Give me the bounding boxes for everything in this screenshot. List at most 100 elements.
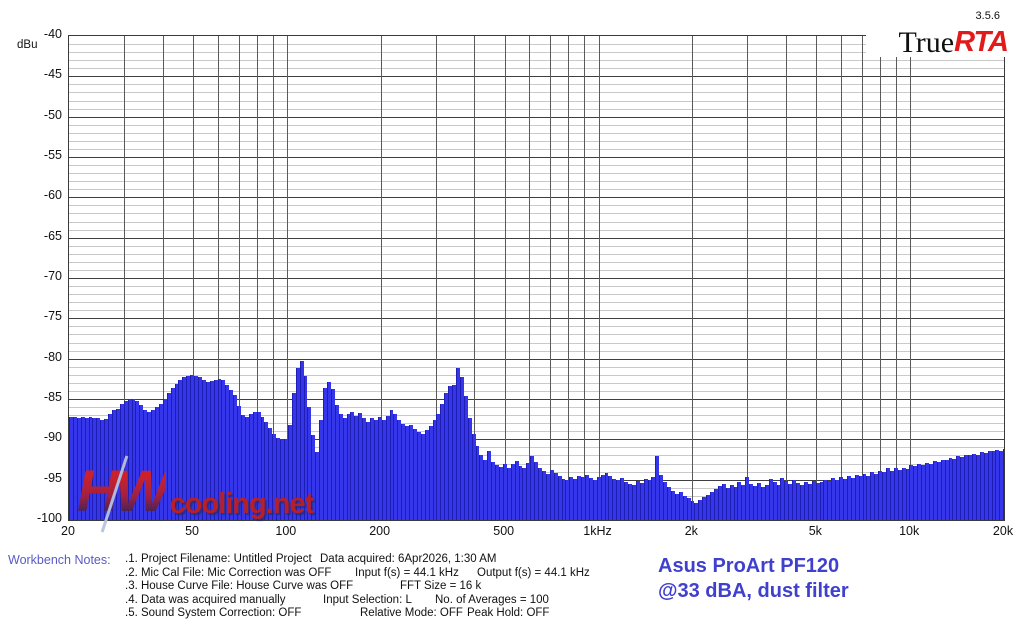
spectrum-bar <box>776 484 781 520</box>
spectrum-bar <box>502 464 507 520</box>
spectrum-bar <box>702 497 707 520</box>
spectrum-bar <box>373 419 378 520</box>
gridline-horizontal <box>69 132 1004 134</box>
spectrum-bar <box>252 411 257 520</box>
spectrum-bar <box>530 456 535 520</box>
spectrum-bar <box>983 453 988 520</box>
spectrum-bar <box>948 457 953 520</box>
y-tick-label: -75 <box>43 309 62 324</box>
spectrum-bar <box>225 385 230 520</box>
spectrum-bar <box>936 461 941 520</box>
workbench-notes-heading: Workbench Notes: <box>8 553 111 567</box>
spectrum-bar <box>561 478 566 520</box>
spectrum-bar <box>827 481 832 520</box>
spectrum-bar <box>479 455 484 520</box>
spectrum-bar <box>729 484 734 520</box>
spectrum-bar <box>577 475 582 520</box>
spectrum-bar <box>92 417 97 520</box>
spectrum-bar <box>76 417 81 520</box>
spectrum-bar <box>295 367 300 520</box>
spectrum-bar <box>784 481 789 520</box>
spectrum-bar <box>972 453 976 520</box>
spectrum-bar <box>671 490 675 520</box>
spectrum-bar <box>714 488 718 520</box>
spectrum-bar <box>135 401 140 520</box>
spectrum-bar <box>745 477 750 520</box>
spectrum-bar <box>585 474 589 520</box>
spectrum-bar <box>287 424 292 520</box>
spectrum-bar <box>757 482 761 520</box>
x-tick-label: 5k <box>808 524 822 538</box>
spectrum-bar <box>428 426 433 520</box>
spectrum-bar <box>483 460 488 520</box>
gridline-vertical <box>256 36 258 520</box>
spectrum-bar <box>811 481 816 520</box>
spectrum-bar <box>831 478 836 520</box>
spectrum-bar <box>643 478 648 520</box>
spectrum-bar <box>796 482 801 520</box>
spectrum-bar <box>334 404 339 520</box>
gridline-horizontal <box>69 221 1004 223</box>
spectrum-bar <box>201 379 206 520</box>
spectrum-bar <box>405 426 410 520</box>
gridline-vertical <box>217 36 219 520</box>
spectrum-bar <box>475 445 480 520</box>
spectrum-bar <box>815 482 820 520</box>
spectrum-bar <box>631 484 636 520</box>
spectrum-bar <box>409 424 413 520</box>
y-tick-label: -90 <box>43 430 62 445</box>
spectrum-bar <box>667 486 671 520</box>
spectrum-bar <box>366 421 370 520</box>
spectrum-bar <box>616 480 621 520</box>
spectrum-bar <box>862 474 867 520</box>
spectrum-bar <box>69 416 73 520</box>
spectrum-bar <box>620 478 625 520</box>
y-tick-label: -95 <box>43 470 62 485</box>
annotation-line1: Asus ProArt PF120 <box>658 555 840 577</box>
spectrum-bar <box>706 495 711 520</box>
gridline-vertical <box>380 36 382 520</box>
spectrum-bar <box>975 454 980 520</box>
y-tick-label: -100 <box>36 511 62 525</box>
gridline-horizontal <box>69 197 1004 199</box>
spectrum-bar <box>659 474 664 520</box>
spectrum-bar <box>276 437 281 520</box>
spectrum-bar <box>538 467 542 520</box>
spectrum-bar <box>354 415 359 520</box>
spectrum-bar <box>186 375 191 520</box>
gridline-vertical <box>193 36 195 520</box>
spectrum-bar <box>760 486 765 520</box>
spectrum-bar <box>280 440 284 520</box>
note-segment: Output f(s) = 44.1 kHz <box>477 566 590 579</box>
spectrum-bar <box>358 412 363 520</box>
spectrum-bar <box>588 478 593 520</box>
gridline-horizontal <box>69 358 1004 360</box>
spectrum-bar <box>717 486 722 520</box>
spectrum-bar <box>573 478 578 520</box>
spectrum-bar <box>909 465 914 520</box>
spectrum-bar <box>604 473 609 520</box>
spectrum-bar <box>698 499 703 520</box>
measurement-annotation: Asus ProArt PF120 @33 dBA, dust filter <box>658 554 849 603</box>
spectrum-bar <box>542 470 546 520</box>
gridline-horizontal <box>69 415 1004 417</box>
spectrum-bar <box>870 472 875 520</box>
spectrum-bar <box>686 498 691 520</box>
spectrum-bar <box>198 377 202 520</box>
y-tick-label: -45 <box>43 67 62 82</box>
gridline-horizontal <box>69 213 1004 215</box>
gridline-horizontal <box>69 92 1004 94</box>
spectrum-bar <box>229 390 234 520</box>
spectrum-bar <box>499 466 503 520</box>
spectrum-bar <box>346 414 351 520</box>
spectrum-bar <box>389 410 394 520</box>
gridline-horizontal <box>69 140 1004 142</box>
spectrum-bar <box>655 456 660 520</box>
x-tick-label: 20 <box>61 524 75 538</box>
spectrum-bar <box>96 418 101 520</box>
spectrum-bar <box>901 467 906 520</box>
gridline-vertical <box>910 36 912 520</box>
spectrum-bar <box>753 486 758 520</box>
spectrum-bar <box>514 461 519 520</box>
